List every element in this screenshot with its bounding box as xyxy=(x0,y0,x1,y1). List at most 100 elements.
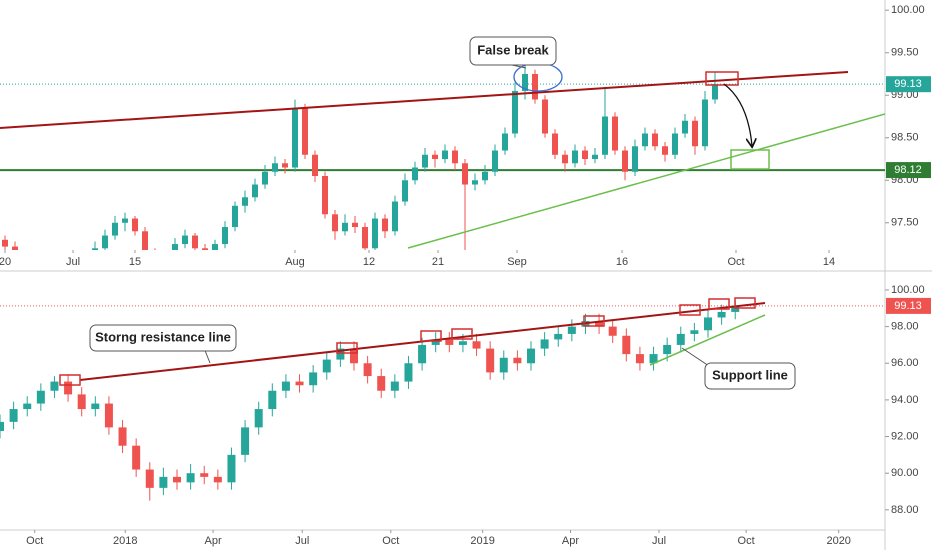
touch-box xyxy=(59,374,81,386)
y-tick-label: 98.50 xyxy=(891,132,919,144)
candle-body xyxy=(432,154,438,160)
bottom-panel xyxy=(0,300,885,501)
candle-body xyxy=(145,469,154,488)
candle-body xyxy=(595,321,604,327)
candle-body xyxy=(582,150,588,160)
candle-body xyxy=(418,344,427,364)
candle-body xyxy=(442,150,448,160)
x-tick-label: 2018 xyxy=(113,535,137,547)
x-tick-label: 12 xyxy=(363,256,375,268)
candle-body xyxy=(731,305,740,312)
candle-body xyxy=(532,73,538,100)
x-tick-label: Sep xyxy=(507,256,527,268)
x-tick-label: Oct xyxy=(738,535,755,547)
candle-body xyxy=(527,348,535,364)
y-tick-label: 90.00 xyxy=(891,467,919,479)
candle-body xyxy=(92,248,98,250)
candle-body xyxy=(295,381,304,386)
x-tick-label: Apr xyxy=(205,535,222,547)
y-tick-label: 94.00 xyxy=(891,394,919,406)
candle-body xyxy=(676,333,685,345)
candle-body xyxy=(262,171,268,185)
x-tick-label: Jul xyxy=(652,535,666,547)
y-tick-label: 99.50 xyxy=(891,47,919,59)
candle-body xyxy=(649,354,658,364)
candle-body xyxy=(672,133,678,155)
candle-body xyxy=(663,344,672,355)
candle-body xyxy=(282,163,288,168)
candle-body xyxy=(522,73,528,91)
candle-body xyxy=(712,84,718,100)
touch-box xyxy=(336,342,358,354)
candle-body xyxy=(662,146,668,155)
candle-body xyxy=(104,403,113,428)
candle-body xyxy=(77,394,86,410)
candle-body xyxy=(91,403,100,410)
candle-body xyxy=(227,454,236,483)
support-line xyxy=(649,314,766,366)
candle-body xyxy=(652,133,658,147)
candle-body xyxy=(254,409,263,428)
candle-body xyxy=(392,201,398,232)
candle-body xyxy=(552,133,558,155)
arrow xyxy=(723,83,752,146)
candle-body xyxy=(9,409,18,422)
candle-body xyxy=(268,390,277,410)
candle-body xyxy=(0,421,4,432)
candle-body xyxy=(363,363,372,377)
x-tick-label: 14 xyxy=(823,256,835,268)
candle-body xyxy=(499,357,508,373)
candle-body xyxy=(608,326,617,336)
candle-body xyxy=(635,354,644,364)
price-label: 99.13 xyxy=(894,300,922,312)
candle-body xyxy=(292,107,298,168)
candle-body xyxy=(452,150,458,164)
candle-body xyxy=(431,339,440,345)
x-tick-label: Oct xyxy=(727,256,744,268)
candle-body xyxy=(540,339,549,349)
candle-body xyxy=(462,163,468,185)
x-tick-label: Jul xyxy=(66,256,80,268)
candle-body xyxy=(562,154,568,164)
price-label-bg xyxy=(886,297,931,314)
callout-text: Support line xyxy=(712,367,788,382)
y-tick-label: 100.00 xyxy=(891,4,925,16)
candle-body xyxy=(312,154,318,177)
candle-body xyxy=(352,222,358,228)
candle-body xyxy=(350,348,358,364)
x-tick-label: 2019 xyxy=(470,535,494,547)
candle-body xyxy=(362,227,368,249)
candle-body xyxy=(252,184,258,198)
candle-body xyxy=(704,317,712,331)
y-tick-label: 92.00 xyxy=(891,430,919,442)
candle-body xyxy=(102,235,108,249)
candle-body xyxy=(390,381,399,391)
candle-body xyxy=(422,154,428,168)
candle-body xyxy=(445,339,454,345)
candle-body xyxy=(36,390,45,404)
callout-box xyxy=(704,362,796,390)
candle-body xyxy=(458,341,467,345)
candle-body xyxy=(336,348,345,360)
candle-body xyxy=(642,133,648,147)
target-box xyxy=(730,149,770,170)
touch-box xyxy=(734,297,756,309)
candle-body xyxy=(404,363,413,382)
candle-body xyxy=(554,333,563,340)
candle-body xyxy=(472,180,478,185)
candle-body xyxy=(602,116,608,155)
touch-box xyxy=(708,298,730,310)
candle-body xyxy=(622,335,631,355)
y-tick-label: 88.00 xyxy=(891,504,919,516)
candle-body xyxy=(2,239,8,247)
x-tick-label: 21 xyxy=(432,256,444,268)
touch-box xyxy=(420,330,442,342)
candle-body xyxy=(612,116,618,151)
candle-body xyxy=(112,222,118,236)
x-tick-label: 16 xyxy=(616,256,628,268)
y-tick-label: 98.00 xyxy=(891,321,919,333)
candle-body xyxy=(309,372,318,386)
y-tick-label: 97.50 xyxy=(891,217,919,229)
callout-text: False break xyxy=(477,42,549,57)
